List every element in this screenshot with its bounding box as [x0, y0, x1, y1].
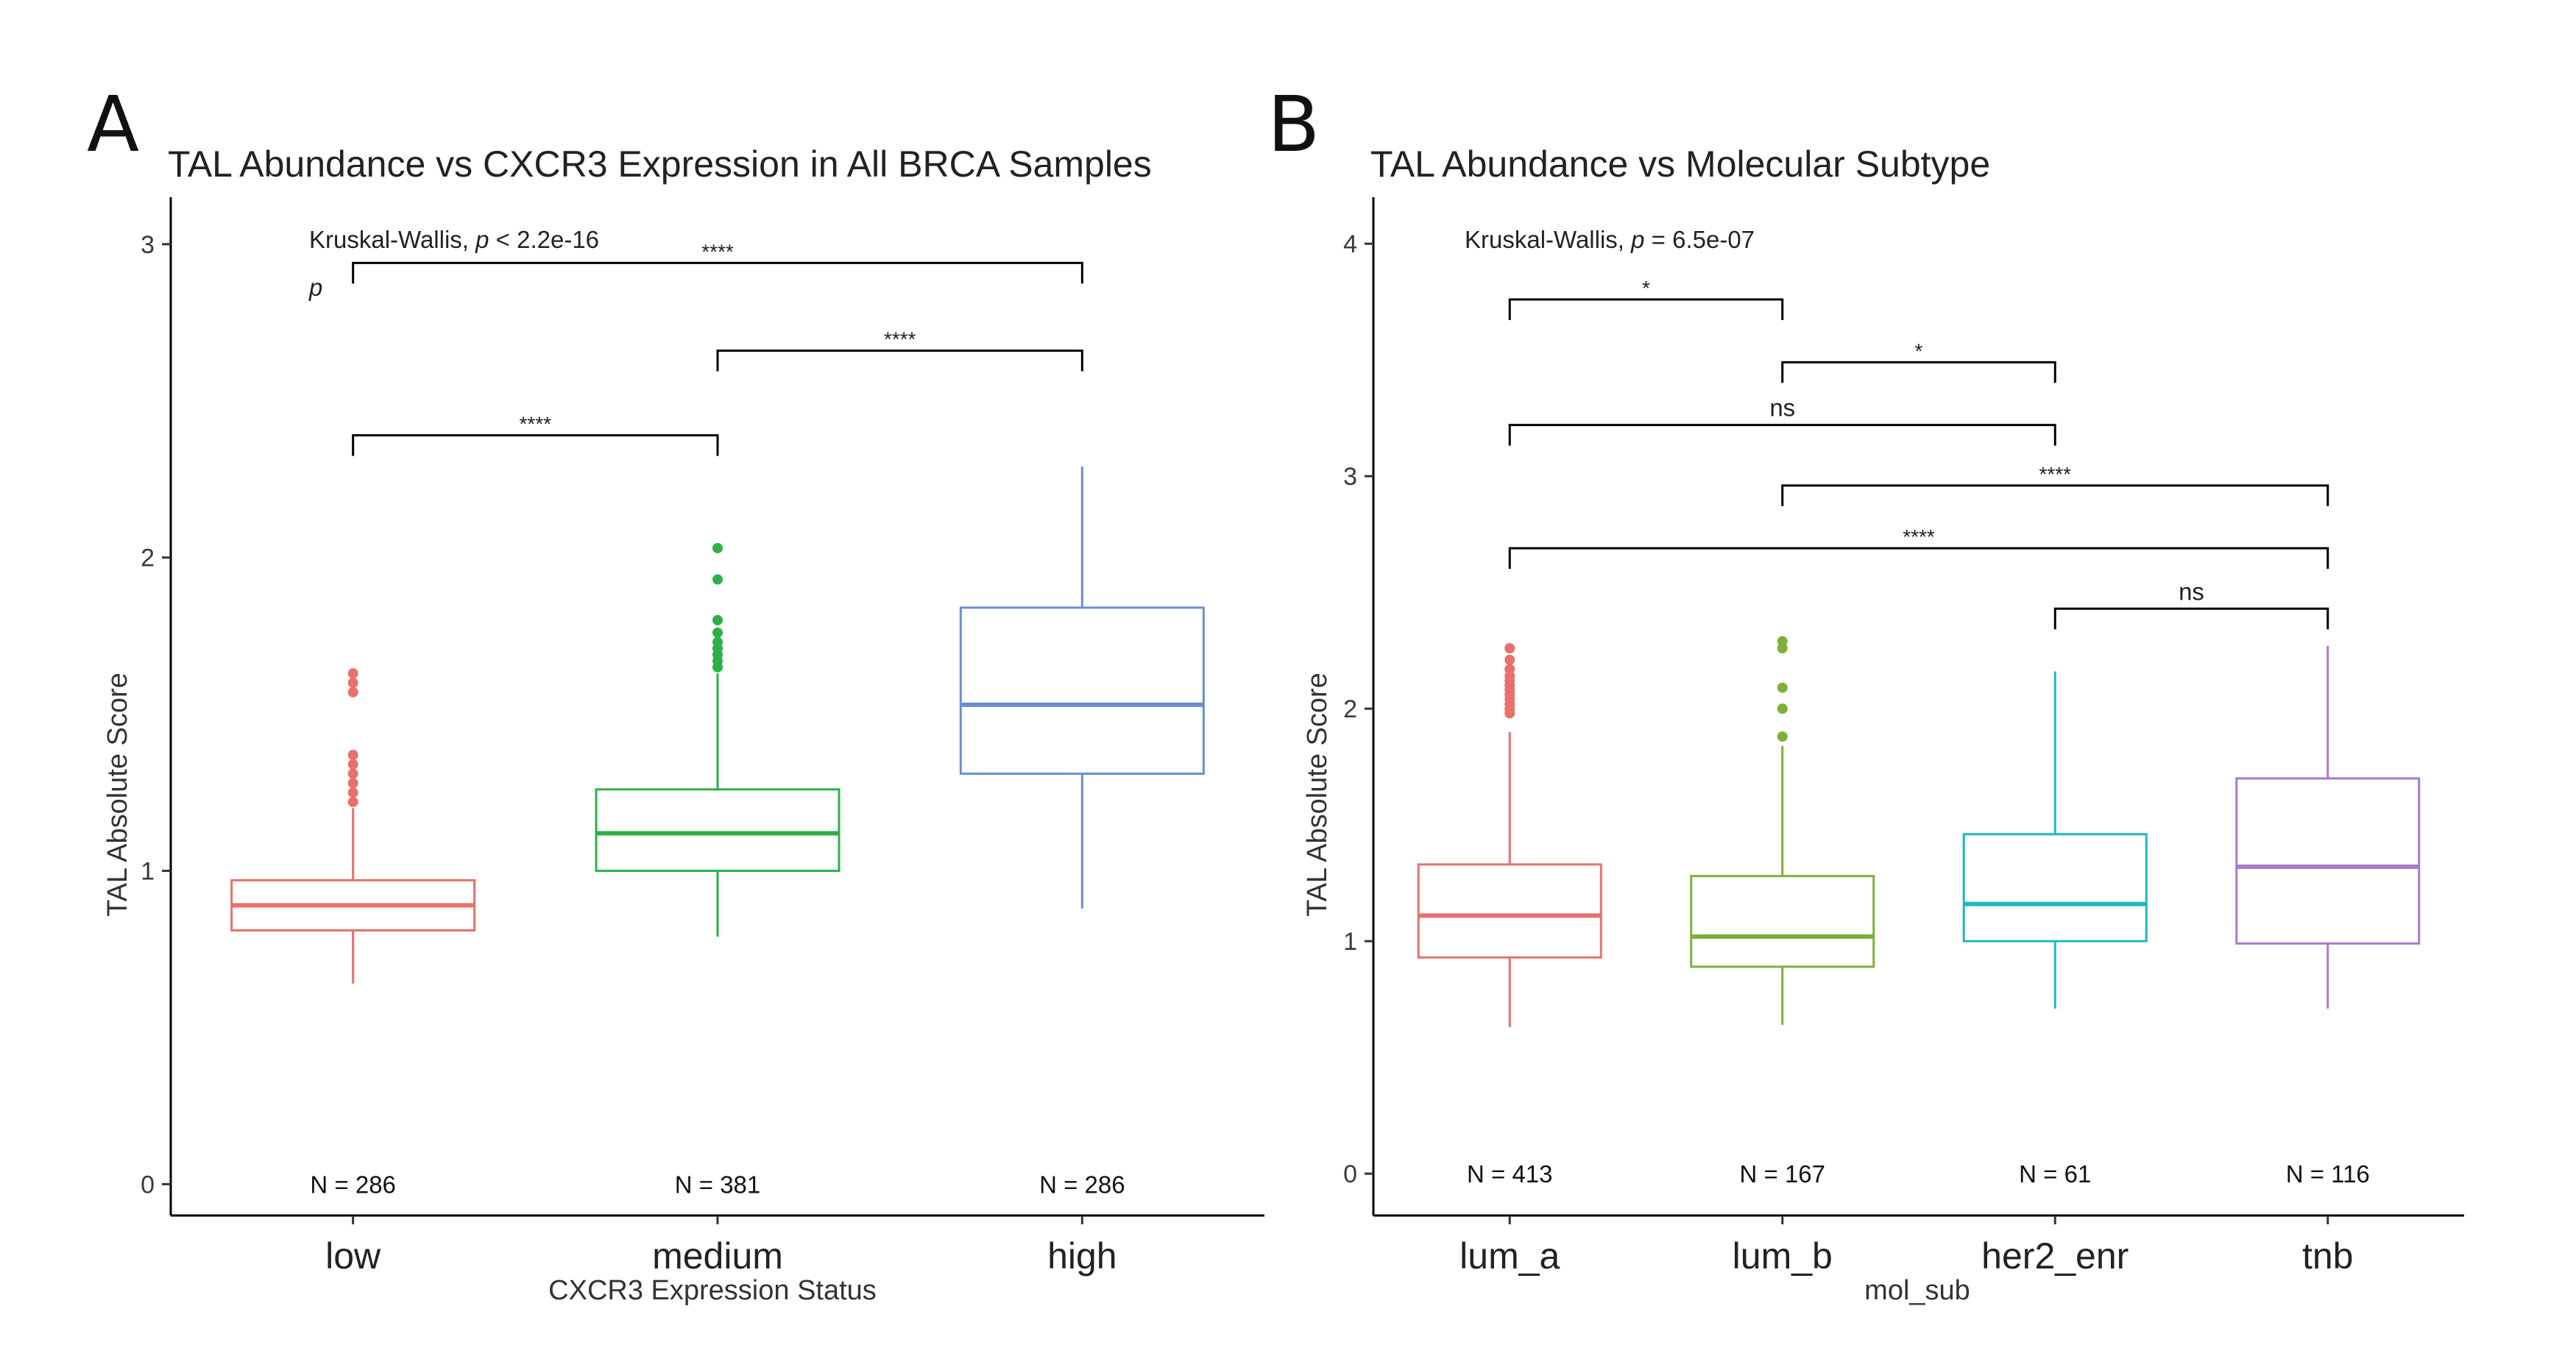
- pa-significance-bracket: ****: [352, 413, 719, 456]
- panel-a-kruskal-wallis-label: Kruskal-Wallis, p < 2.2e-16: [309, 226, 599, 253]
- sample-count-label: N = 381: [675, 1171, 761, 1198]
- pb-x-category-label: lum_a: [1459, 1235, 1560, 1277]
- pb-y-tick-label: 0: [1343, 1160, 1357, 1188]
- bracket-line: [1508, 547, 2329, 569]
- outlier-point: [1504, 664, 1515, 675]
- pa-significance-bracket: ****: [716, 328, 1083, 372]
- outlier-point: [1504, 654, 1515, 665]
- bracket-line: [1781, 361, 2056, 383]
- significance-label: ns: [2179, 578, 2204, 605]
- panel-b-y-axis-title: TAL Absolute Score: [1302, 672, 1333, 917]
- pb-significance-bracket: ns: [2053, 578, 2329, 630]
- bracket-line: [352, 261, 1083, 284]
- panel-b-kruskal-wallis-label: Kruskal-Wallis, p = 6.5e-07: [1465, 226, 1755, 253]
- pa-x-category-label: low: [325, 1235, 381, 1277]
- pa-box-medium: N = 381: [595, 542, 841, 1198]
- box-iqr: [595, 788, 841, 873]
- significance-label: ****: [701, 240, 734, 263]
- bracket-line: [2053, 607, 2329, 630]
- pa-y-tick-label: 3: [141, 231, 155, 259]
- significance-label: ****: [2039, 463, 2071, 486]
- panel-b-title: TAL Abundance vs Molecular Subtype: [1370, 143, 1990, 185]
- outlier-point: [712, 574, 723, 585]
- significance-label: ****: [884, 328, 916, 351]
- pa-y-tick-label: 0: [141, 1171, 155, 1199]
- pa-significance-bracket: ****: [352, 240, 1083, 284]
- sample-count-label: N = 167: [1740, 1160, 1826, 1188]
- pb-significance-bracket: ns: [1508, 394, 2056, 446]
- bracket-line: [716, 349, 1083, 372]
- outlier-point: [712, 542, 723, 553]
- pb-x-category-label: lum_b: [1733, 1235, 1833, 1277]
- significance-label: ****: [1903, 525, 1935, 548]
- panel-b-x-axis-title: mol_sub: [1864, 1275, 1970, 1306]
- sample-count-label: N = 286: [1039, 1171, 1125, 1198]
- outlier-point: [347, 768, 358, 779]
- pa-box-low: N = 286: [230, 668, 476, 1198]
- panel-a-y-axis-title: TAL Absolute Score: [102, 672, 133, 917]
- pa-y-tick-label: 2: [141, 544, 155, 572]
- significance-label: *: [1915, 339, 1923, 362]
- pb-box-lum_b: N = 167: [1690, 636, 1875, 1188]
- pb-significance-bracket: ****: [1508, 525, 2329, 569]
- sample-count-label: N = 286: [310, 1171, 396, 1198]
- outlier-point: [1777, 731, 1788, 742]
- box-iqr: [1962, 833, 2148, 943]
- pa-x-category-label: medium: [652, 1235, 783, 1277]
- outlier-point: [1504, 643, 1515, 654]
- significance-label: *: [1642, 277, 1650, 299]
- panel-a: A TAL Abundance vs CXCR3 Expression in A…: [87, 79, 1264, 1306]
- pb-y-tick-label: 1: [1343, 928, 1357, 956]
- box-iqr: [1690, 875, 1875, 968]
- sample-count-label: N = 116: [2286, 1160, 2370, 1188]
- significance-label: ns: [1769, 394, 1795, 422]
- outlier-point: [347, 678, 358, 689]
- outlier-point: [712, 627, 723, 638]
- pb-significance-bracket: *: [1508, 277, 1784, 321]
- outlier-point: [347, 750, 358, 761]
- outlier-point: [347, 686, 358, 698]
- outlier-point: [1777, 703, 1788, 714]
- outlier-point: [347, 796, 358, 807]
- pb-box-lum_a: N = 413: [1417, 643, 1602, 1188]
- pb-y-tick-label: 3: [1343, 463, 1357, 491]
- bracket-line: [1781, 484, 2329, 506]
- pb-significance-bracket: *: [1781, 339, 2056, 383]
- outlier-point: [347, 778, 358, 789]
- sample-count-label: N = 413: [1467, 1160, 1553, 1188]
- bracket-line: [1508, 424, 2056, 446]
- panel-a-p-label: p: [308, 274, 322, 301]
- pb-y-tick-label: 4: [1343, 230, 1357, 258]
- outlier-point: [712, 614, 723, 625]
- panel-letter-b: B: [1267, 79, 1320, 169]
- pa-x-category-label: high: [1047, 1235, 1117, 1277]
- bracket-line: [352, 434, 719, 456]
- outlier-point: [1777, 636, 1788, 647]
- significance-label: ****: [520, 413, 552, 436]
- panel-letter-a: A: [87, 79, 139, 169]
- box-iqr: [1417, 863, 1602, 959]
- outlier-point: [1777, 682, 1788, 693]
- outlier-point: [347, 668, 358, 679]
- pa-box-high: N = 286: [959, 466, 1205, 1198]
- outlier-point: [712, 636, 723, 647]
- panel-a-x-axis-title: CXCR3 Expression Status: [548, 1275, 877, 1306]
- box-iqr: [959, 606, 1205, 776]
- pb-significance-bracket: ****: [1781, 463, 2329, 506]
- bracket-line: [1508, 298, 1784, 321]
- pb-box-tnb: N = 116: [2235, 645, 2421, 1188]
- box-iqr: [2235, 777, 2421, 945]
- outlier-point: [347, 759, 358, 770]
- pb-x-category-label: her2_enr: [1981, 1235, 2129, 1277]
- sample-count-label: N = 61: [2019, 1160, 2091, 1188]
- pb-y-tick-label: 2: [1343, 695, 1357, 723]
- pa-y-tick-label: 1: [141, 858, 155, 886]
- panel-a-title: TAL Abundance vs CXCR3 Expression in All…: [168, 143, 1152, 185]
- pb-x-category-label: tnb: [2302, 1235, 2354, 1277]
- pb-box-her2_enr: N = 61: [1962, 671, 2148, 1188]
- panel-b: B TAL Abundance vs Molecular Subtype Kru…: [1267, 79, 2464, 1306]
- outlier-point: [347, 787, 358, 798]
